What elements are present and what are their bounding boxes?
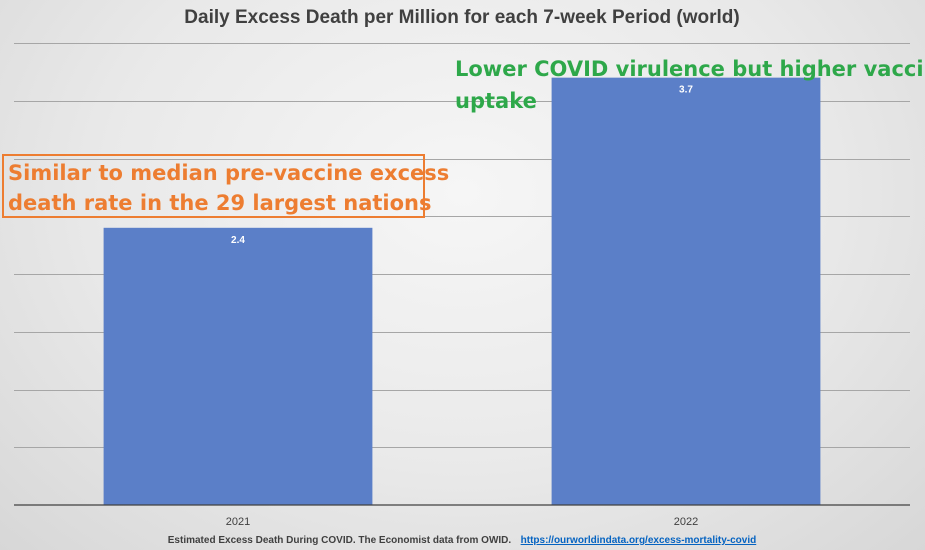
- x-tick-label-2022: 2022: [674, 516, 698, 528]
- chart-footer: Estimated Excess Death During COVID. The…: [168, 530, 756, 547]
- annotation-virulence-line-2: uptake: [455, 89, 537, 113]
- bar-2022: [551, 77, 821, 506]
- data-label-2021: 2.4: [231, 235, 245, 246]
- annotation-virulence: Lower COVID virulence but higher vaccine…: [455, 57, 925, 113]
- annotation-pre-vaccine-line-1: Similar to median pre-vaccine excess: [8, 161, 449, 185]
- annotation-virulence-line-1: Lower COVID virulence but higher vaccine: [455, 57, 925, 81]
- bars: [103, 77, 821, 506]
- x-tick-label-2021: 2021: [226, 516, 250, 528]
- footer-source-text: Estimated Excess Death During COVID. The…: [168, 535, 512, 546]
- x-tick-labels: 2021 2022: [226, 516, 698, 528]
- data-labels: 2.4 3.7: [231, 85, 693, 246]
- bar-2021: [103, 227, 373, 506]
- annotation-pre-vaccine-line-2: death rate in the 29 largest nations: [8, 191, 432, 215]
- annotation-pre-vaccine-box: [2, 154, 425, 218]
- data-label-2022: 3.7: [679, 85, 693, 96]
- annotation-pre-vaccine: Similar to median pre-vaccine excess dea…: [2, 154, 449, 218]
- footer-source-link[interactable]: https://ourworldindata.org/excess-mortal…: [521, 535, 757, 546]
- chart-title: Daily Excess Death per Million for each …: [184, 7, 739, 28]
